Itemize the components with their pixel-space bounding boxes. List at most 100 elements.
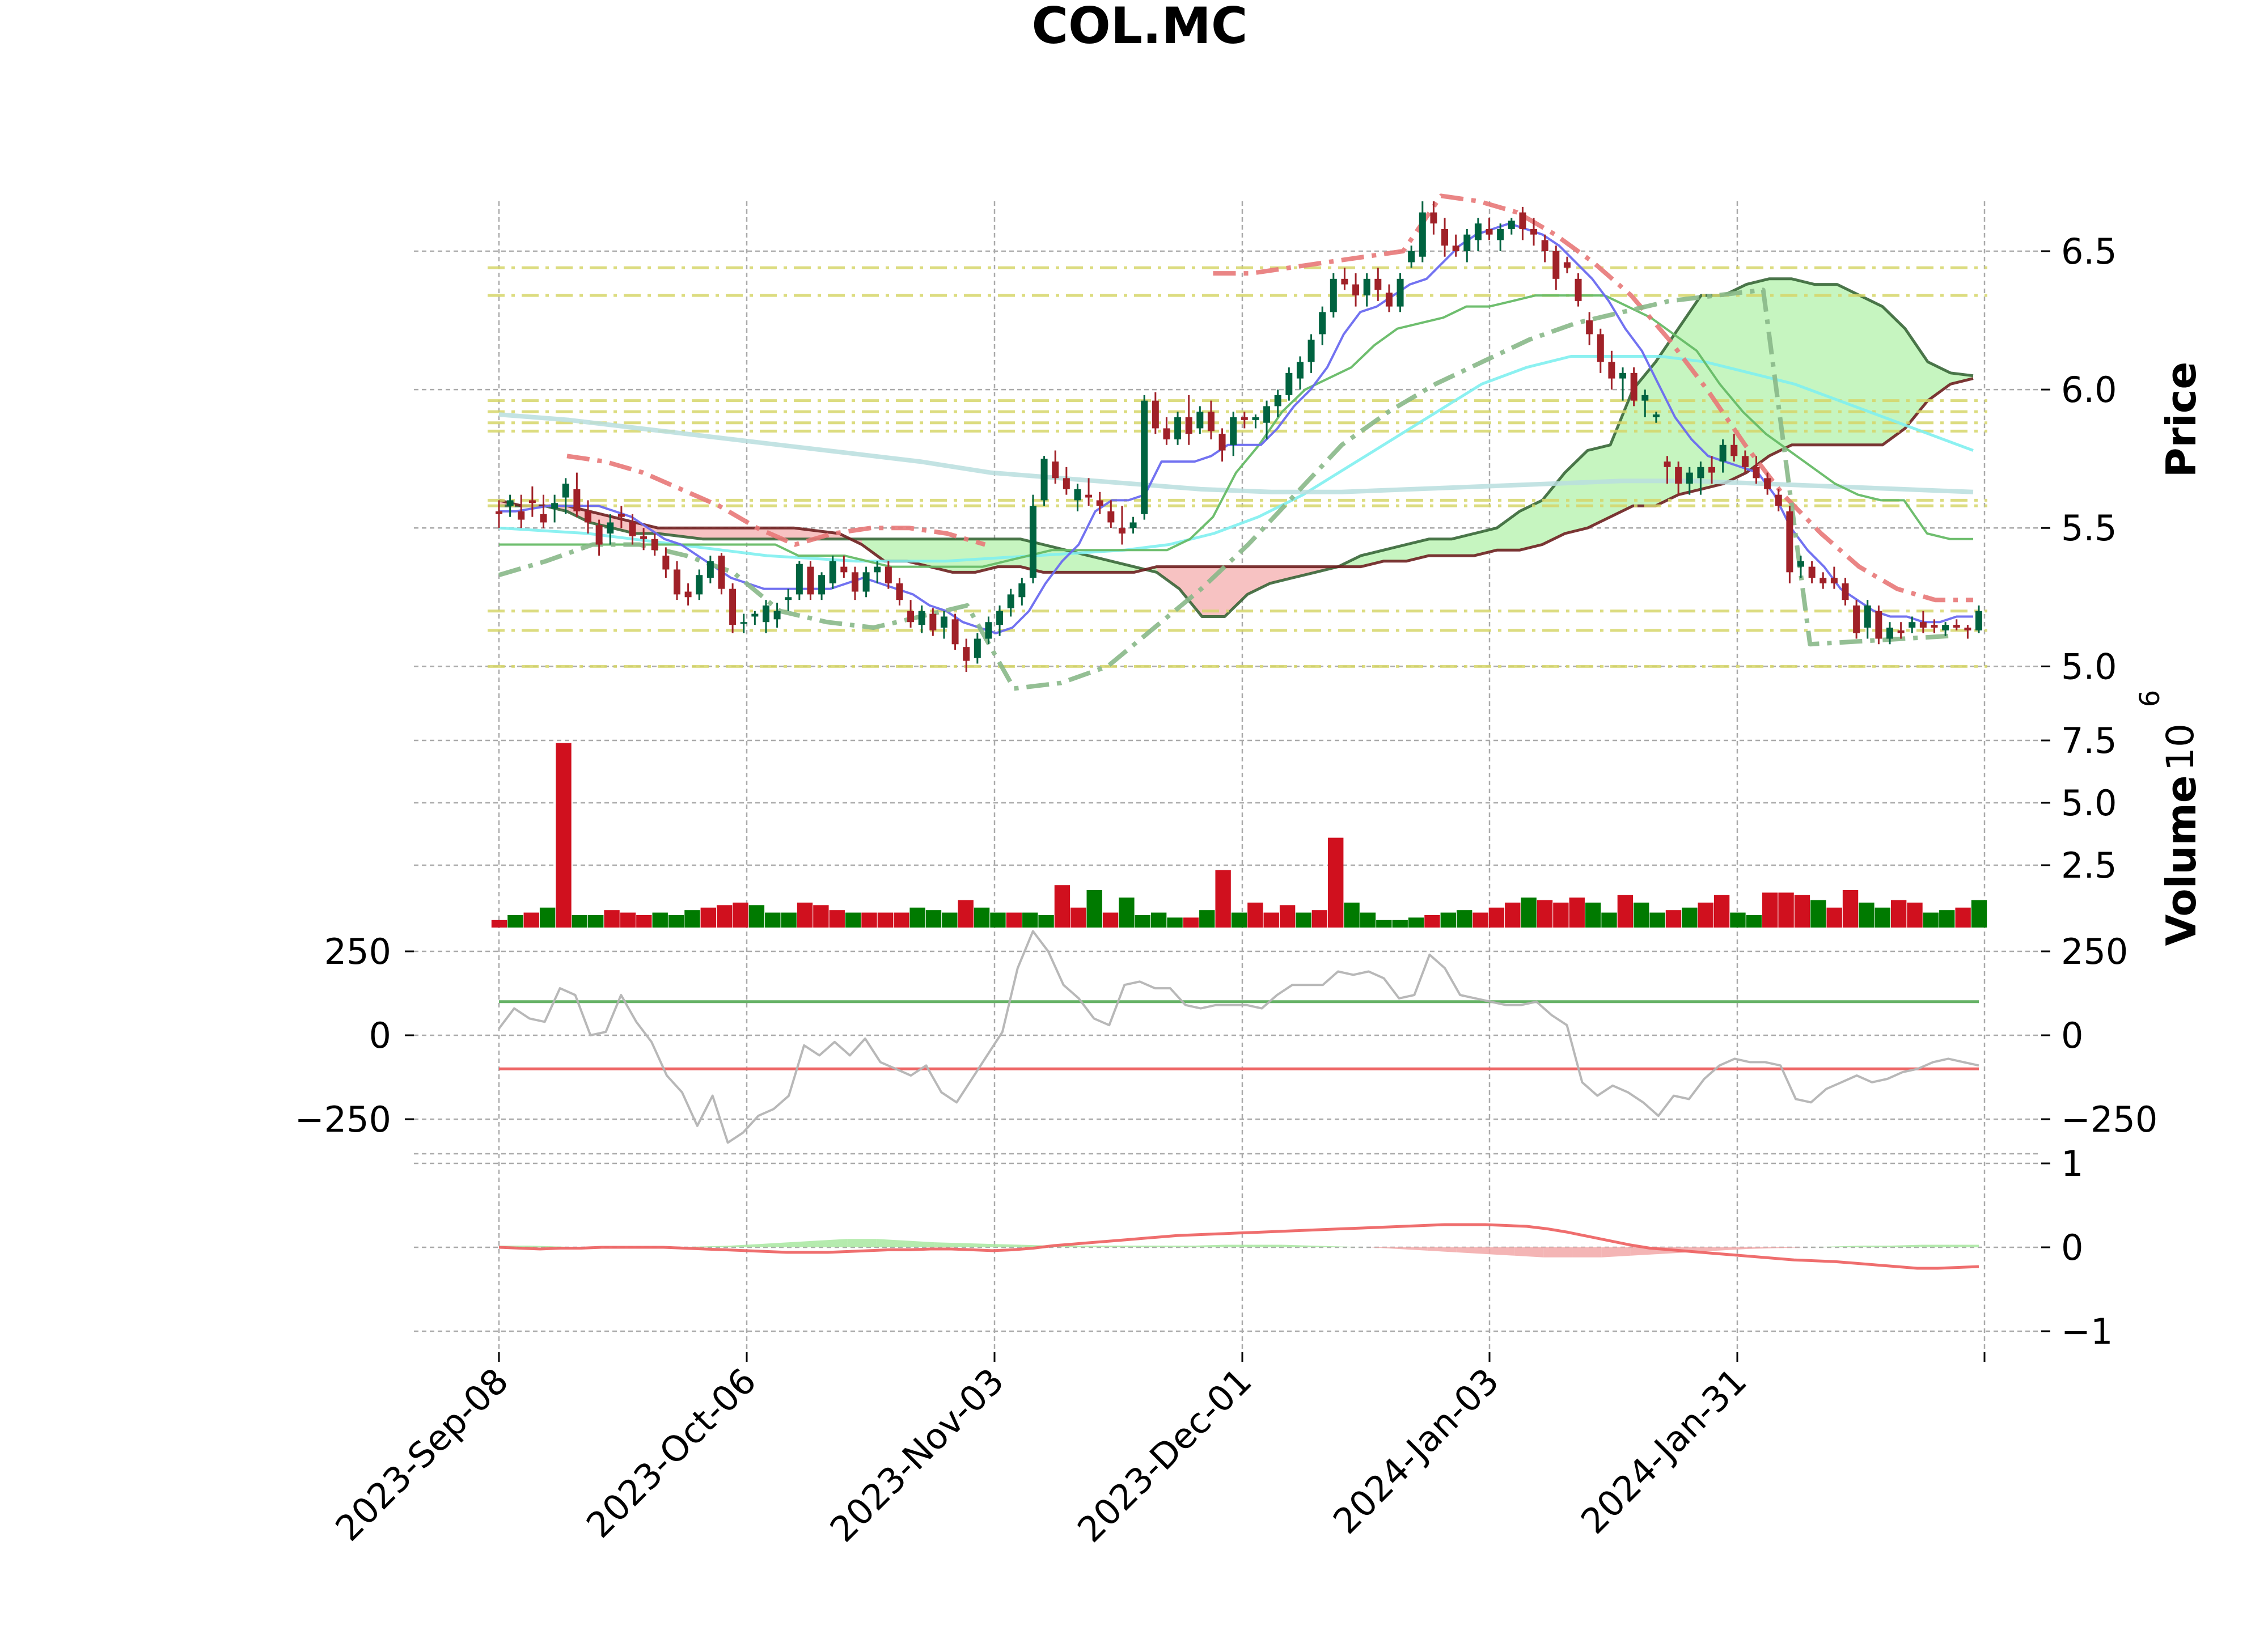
macd-histogram-segment	[1079, 1246, 1108, 1247]
sma-fast-line	[498, 355, 1974, 563]
volume-bar	[1649, 912, 1665, 928]
candle-body	[1363, 278, 1370, 296]
candle-body	[1508, 221, 1515, 229]
cloud-segment	[1497, 511, 1520, 551]
candle-body	[1730, 444, 1738, 456]
candle-body	[796, 564, 803, 595]
candlesticks	[496, 201, 1982, 672]
candle-body	[518, 511, 525, 520]
candle-body	[573, 489, 581, 511]
candle-body	[1274, 395, 1281, 407]
volume-bar	[1328, 837, 1344, 928]
volume-bar	[1392, 920, 1408, 928]
candle-body	[729, 589, 737, 625]
volume-tick-label: 7.5	[2061, 720, 2117, 761]
candle-body	[662, 556, 670, 570]
cloud-segment	[1429, 539, 1452, 556]
volume-bar	[1907, 903, 1923, 928]
volume-bar	[684, 910, 700, 928]
volume-bar	[1150, 912, 1167, 928]
candle-body	[1875, 611, 1882, 639]
macd-histogram-segment	[934, 1242, 963, 1247]
cloud-segment	[726, 528, 748, 539]
volume-bar	[1215, 870, 1231, 928]
cci-tick-label-right: −250	[2061, 1099, 2157, 1140]
volume-bar	[894, 912, 909, 928]
macd-histogram-segment	[731, 1244, 760, 1247]
macd-histogram-segment	[1746, 1247, 1776, 1249]
candle-body	[785, 597, 792, 600]
volume-bar	[1810, 900, 1826, 928]
candle-body	[1118, 528, 1125, 534]
volume-bar	[1585, 903, 1601, 928]
candle-body	[1419, 212, 1426, 257]
candle-body	[1641, 395, 1649, 401]
volume-bar	[1794, 895, 1810, 928]
tenkan-sen-line	[499, 222, 1973, 634]
volume-bar	[797, 903, 813, 928]
candle-body	[1741, 456, 1749, 467]
volume-bar	[1263, 912, 1279, 928]
volume-bar	[1939, 910, 1955, 928]
cci-line	[498, 930, 1979, 1144]
macd-histogram-segment	[905, 1241, 934, 1247]
candle-body	[1374, 278, 1382, 290]
volume-bar	[1231, 912, 1247, 928]
candle-body	[1842, 583, 1849, 600]
candle-body	[1085, 494, 1093, 498]
candle-body	[496, 511, 502, 514]
candle-body	[1207, 412, 1215, 431]
macd-tick-label: 0	[2061, 1227, 2083, 1268]
macd-panel	[498, 1223, 1979, 1270]
candle-body	[1909, 622, 1916, 628]
candle-body	[1563, 262, 1571, 268]
volume-bar	[990, 912, 1006, 928]
candle-body	[762, 605, 769, 623]
candle-body	[829, 561, 836, 583]
candle-body	[1719, 444, 1727, 462]
macd-histogram-segment	[876, 1239, 905, 1247]
cloud-segment	[1610, 389, 1633, 517]
candle-body	[1007, 594, 1014, 608]
candle-body	[551, 503, 558, 509]
candle-body	[1285, 372, 1293, 395]
candle-body	[1820, 578, 1827, 583]
candle-body	[1964, 628, 1971, 630]
candle-body	[1096, 500, 1103, 506]
macd-histogram-segment	[1486, 1247, 1515, 1256]
candle-body	[506, 500, 514, 506]
macd-histogram-segment	[1166, 1246, 1196, 1247]
candle-body	[1808, 566, 1816, 578]
macd-histogram-segment	[1369, 1247, 1399, 1249]
cloud-segment	[1588, 444, 1610, 528]
candle-body	[1341, 278, 1348, 285]
cloud-segment	[1474, 528, 1497, 556]
candle-body	[1764, 478, 1771, 489]
x-tick-label: 2023-Oct-06	[578, 1360, 764, 1546]
candle-body	[562, 484, 569, 498]
volume-bar	[1601, 912, 1617, 928]
candle-body	[1697, 467, 1704, 479]
cci-tick-label-left: 0	[369, 1015, 391, 1056]
candle-body	[1408, 251, 1415, 263]
candle-body	[773, 611, 781, 620]
volume-bar	[636, 915, 652, 928]
volume-bar	[1070, 907, 1086, 928]
candle-body	[1830, 578, 1838, 583]
upper-band-line	[566, 193, 1973, 603]
volume-bar	[1247, 903, 1263, 928]
candle-body	[1530, 228, 1538, 235]
volume-bar	[925, 910, 942, 928]
cci-tick-label-right: 250	[2061, 931, 2128, 972]
macd-histogram-segment	[992, 1244, 1022, 1247]
volume-bar	[652, 912, 668, 928]
candle-body	[885, 566, 892, 583]
volume-bar	[1472, 912, 1488, 928]
candle-body	[1029, 506, 1036, 578]
candle-body	[874, 566, 881, 573]
cloud-segment	[1179, 566, 1202, 617]
macd-histogram-segment	[1601, 1247, 1631, 1258]
candle-body	[963, 647, 970, 661]
candle-body	[818, 575, 826, 595]
